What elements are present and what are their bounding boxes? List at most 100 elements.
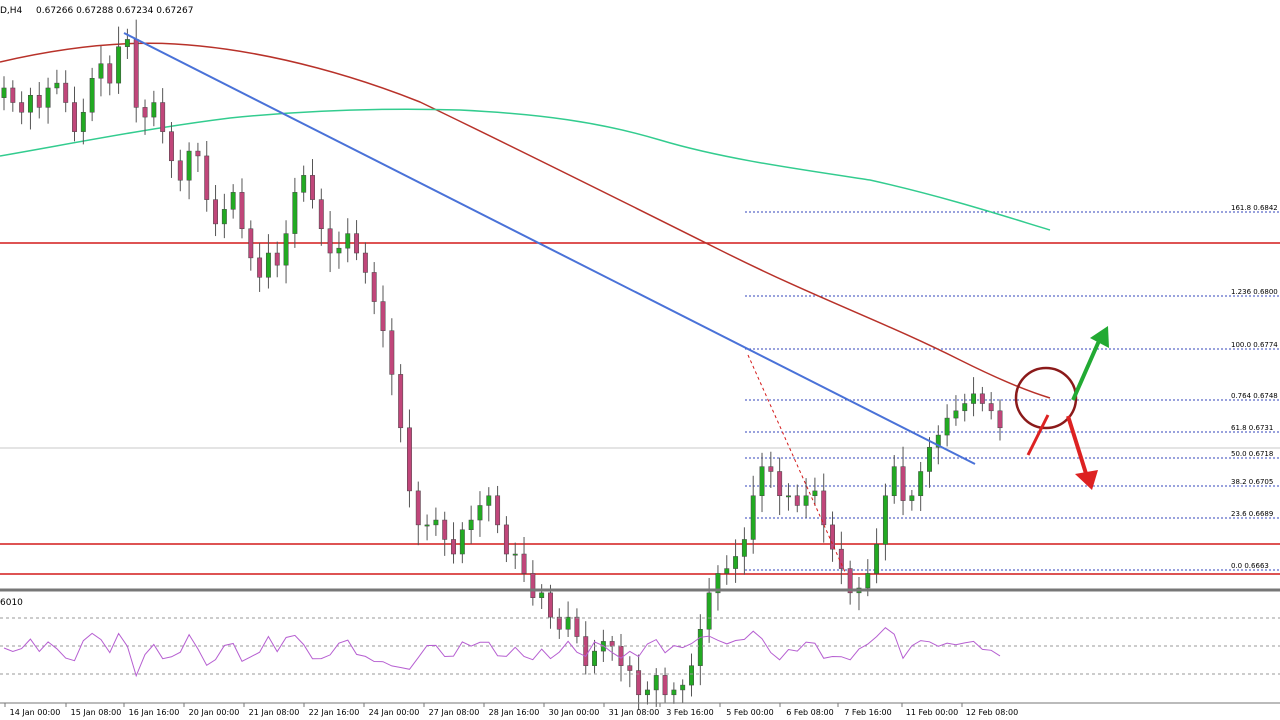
candle-body bbox=[239, 192, 245, 230]
candle-body bbox=[451, 539, 456, 555]
candle-body bbox=[768, 466, 774, 472]
candle-body bbox=[786, 495, 791, 498]
fib-label: 50.0 0.6718 bbox=[1231, 450, 1273, 458]
candle-body bbox=[733, 556, 739, 569]
candle-body bbox=[512, 553, 518, 556]
fib-label: 100.0 0.6774 bbox=[1231, 341, 1278, 349]
fib-label: 1.236 0.6800 bbox=[1231, 288, 1278, 296]
chart-header: D,H4 0.67266 0.67288 0.67234 0.67267 bbox=[0, 6, 193, 16]
candle-body bbox=[133, 39, 139, 108]
candle-body bbox=[689, 665, 694, 686]
time-label: 7 Feb 16:00 bbox=[844, 708, 891, 717]
candle-body bbox=[971, 393, 977, 404]
candle-body bbox=[221, 209, 227, 225]
candle-body bbox=[988, 403, 994, 412]
candle-body bbox=[503, 524, 509, 555]
fib-label: 38.2 0.6705 bbox=[1231, 478, 1273, 486]
candle-body bbox=[697, 629, 703, 666]
candle-body bbox=[424, 524, 430, 527]
candle-body bbox=[398, 374, 404, 429]
candle-body bbox=[195, 150, 201, 157]
time-label: 6 Feb 08:00 bbox=[786, 708, 833, 717]
time-label: 3 Feb 16:00 bbox=[666, 708, 713, 717]
bearish-arrowhead bbox=[1075, 470, 1098, 490]
candle-body bbox=[891, 466, 897, 497]
time-label: 30 Jan 00:00 bbox=[549, 708, 600, 717]
candle-body bbox=[671, 689, 677, 696]
annotations bbox=[1014, 326, 1109, 490]
candle-body bbox=[935, 434, 941, 448]
candle-body bbox=[415, 490, 421, 526]
fib-label: 161.8 0.6842 bbox=[1231, 204, 1278, 212]
candle-body bbox=[565, 616, 571, 630]
candle-body bbox=[574, 616, 580, 637]
candle-body bbox=[265, 252, 271, 278]
candle-body bbox=[706, 592, 712, 630]
candle-body bbox=[89, 78, 95, 113]
candle-body bbox=[583, 636, 589, 666]
candle-body bbox=[821, 490, 827, 526]
candle-body bbox=[274, 252, 280, 266]
candle-body bbox=[45, 87, 51, 108]
candle-body bbox=[979, 393, 985, 404]
candle-body bbox=[900, 466, 906, 501]
candle-body bbox=[644, 689, 650, 696]
candle-body bbox=[107, 63, 113, 84]
candle-body bbox=[874, 544, 880, 574]
candle-body bbox=[204, 155, 210, 200]
fib-label: 0.0 0.6663 bbox=[1231, 562, 1269, 570]
candle-body bbox=[63, 82, 69, 103]
candle-body bbox=[327, 228, 333, 254]
candle-body bbox=[169, 131, 174, 162]
time-label: 5 Feb 00:00 bbox=[726, 708, 773, 717]
candle-body bbox=[459, 529, 465, 555]
ma-short-line bbox=[0, 42, 1051, 399]
candle-body bbox=[362, 252, 368, 273]
time-label: 15 Jan 08:00 bbox=[71, 708, 122, 717]
candle-body bbox=[777, 471, 783, 497]
candle-body bbox=[803, 495, 809, 506]
time-label: 20 Jan 00:00 bbox=[189, 708, 240, 717]
candle-body bbox=[19, 102, 25, 113]
candle-body bbox=[345, 233, 351, 249]
candle-body bbox=[301, 175, 307, 193]
time-label: 11 Feb 00:00 bbox=[906, 708, 958, 717]
candle-body bbox=[213, 199, 218, 225]
reversal-arrow-left bbox=[1026, 414, 1050, 456]
candle-body bbox=[318, 199, 324, 230]
candle-body bbox=[98, 63, 104, 79]
time-label: 22 Jan 16:00 bbox=[309, 708, 360, 717]
candle-body bbox=[618, 646, 624, 666]
candle-body bbox=[380, 301, 386, 331]
candle-body bbox=[1, 87, 7, 98]
fib-anchor-line bbox=[747, 354, 846, 573]
candle-body bbox=[124, 39, 130, 47]
candle-body bbox=[653, 675, 659, 691]
candle-body bbox=[918, 471, 924, 497]
candle-body bbox=[495, 495, 501, 526]
candle-body bbox=[865, 573, 871, 589]
candle-body bbox=[80, 111, 86, 132]
candle-body bbox=[142, 107, 148, 118]
candle-body bbox=[186, 150, 192, 181]
candle-body bbox=[486, 495, 492, 506]
bearish-trendline bbox=[123, 32, 976, 465]
candle-body bbox=[27, 94, 33, 113]
indicator-panel bbox=[0, 617, 1280, 678]
candle-body bbox=[680, 684, 686, 691]
time-axis: 14 Jan 00:00 15 Jan 08:00 16 Jan 16:00 20 J… bbox=[4, 703, 1018, 717]
candle-body bbox=[230, 192, 236, 210]
candle-body bbox=[592, 650, 597, 666]
fib-label: 61.8 0.6731 bbox=[1231, 424, 1273, 432]
candle-body bbox=[812, 490, 818, 497]
candle-body bbox=[116, 46, 122, 84]
candle-body bbox=[741, 539, 747, 557]
candle-body bbox=[944, 417, 950, 436]
moving-averages bbox=[0, 42, 1051, 399]
candle-body bbox=[151, 102, 157, 118]
candle-body bbox=[36, 94, 42, 108]
candle-body bbox=[54, 82, 60, 89]
candle-body bbox=[433, 519, 439, 526]
candle-body bbox=[539, 592, 545, 598]
